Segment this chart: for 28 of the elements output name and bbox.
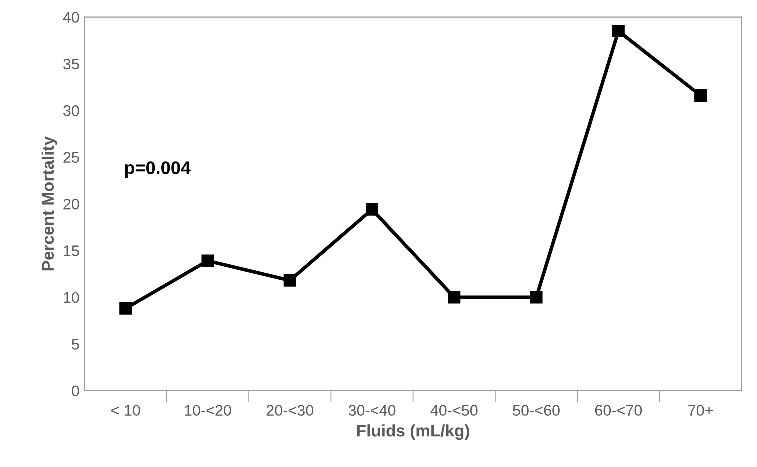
- point: [120, 302, 132, 315]
- point: [694, 89, 708, 102]
- x-tick-label: 20-<30: [266, 405, 314, 416]
- y-tick-label: 5: [72, 339, 80, 350]
- x-tick-label: 60-<70: [595, 405, 642, 416]
- y-tick-label: 30: [64, 106, 80, 116]
- point: [366, 203, 379, 216]
- x-tick-label: < 10: [112, 405, 140, 416]
- y-tick-label: 20: [64, 198, 80, 210]
- x-axis-title: Fluids (mL/kg): [358, 424, 470, 440]
- point: [448, 291, 461, 304]
- y-tick-label: 25: [64, 152, 80, 164]
- y-tick-label: 35: [64, 58, 80, 70]
- point: [202, 254, 214, 268]
- point: [612, 25, 625, 38]
- x-tick-label: 30-<40: [348, 405, 396, 416]
- y-tick-label: 10: [64, 292, 80, 304]
- x-tick-label: 40-<50: [430, 405, 478, 416]
- x-tick-label: 10-<20: [185, 405, 232, 416]
- y-tick-label: 40: [63, 12, 80, 23]
- annotation: p=0.004: [125, 162, 191, 178]
- y-axis-title: Percent Mortality: [42, 136, 58, 271]
- x-tick-label: 70+: [688, 405, 713, 416]
- point: [530, 291, 543, 304]
- point: [284, 274, 296, 287]
- x-tick-label: 50-<60: [513, 405, 560, 416]
- y-tick-label: 0: [72, 386, 80, 397]
- y-tick-label: 15: [64, 246, 80, 256]
